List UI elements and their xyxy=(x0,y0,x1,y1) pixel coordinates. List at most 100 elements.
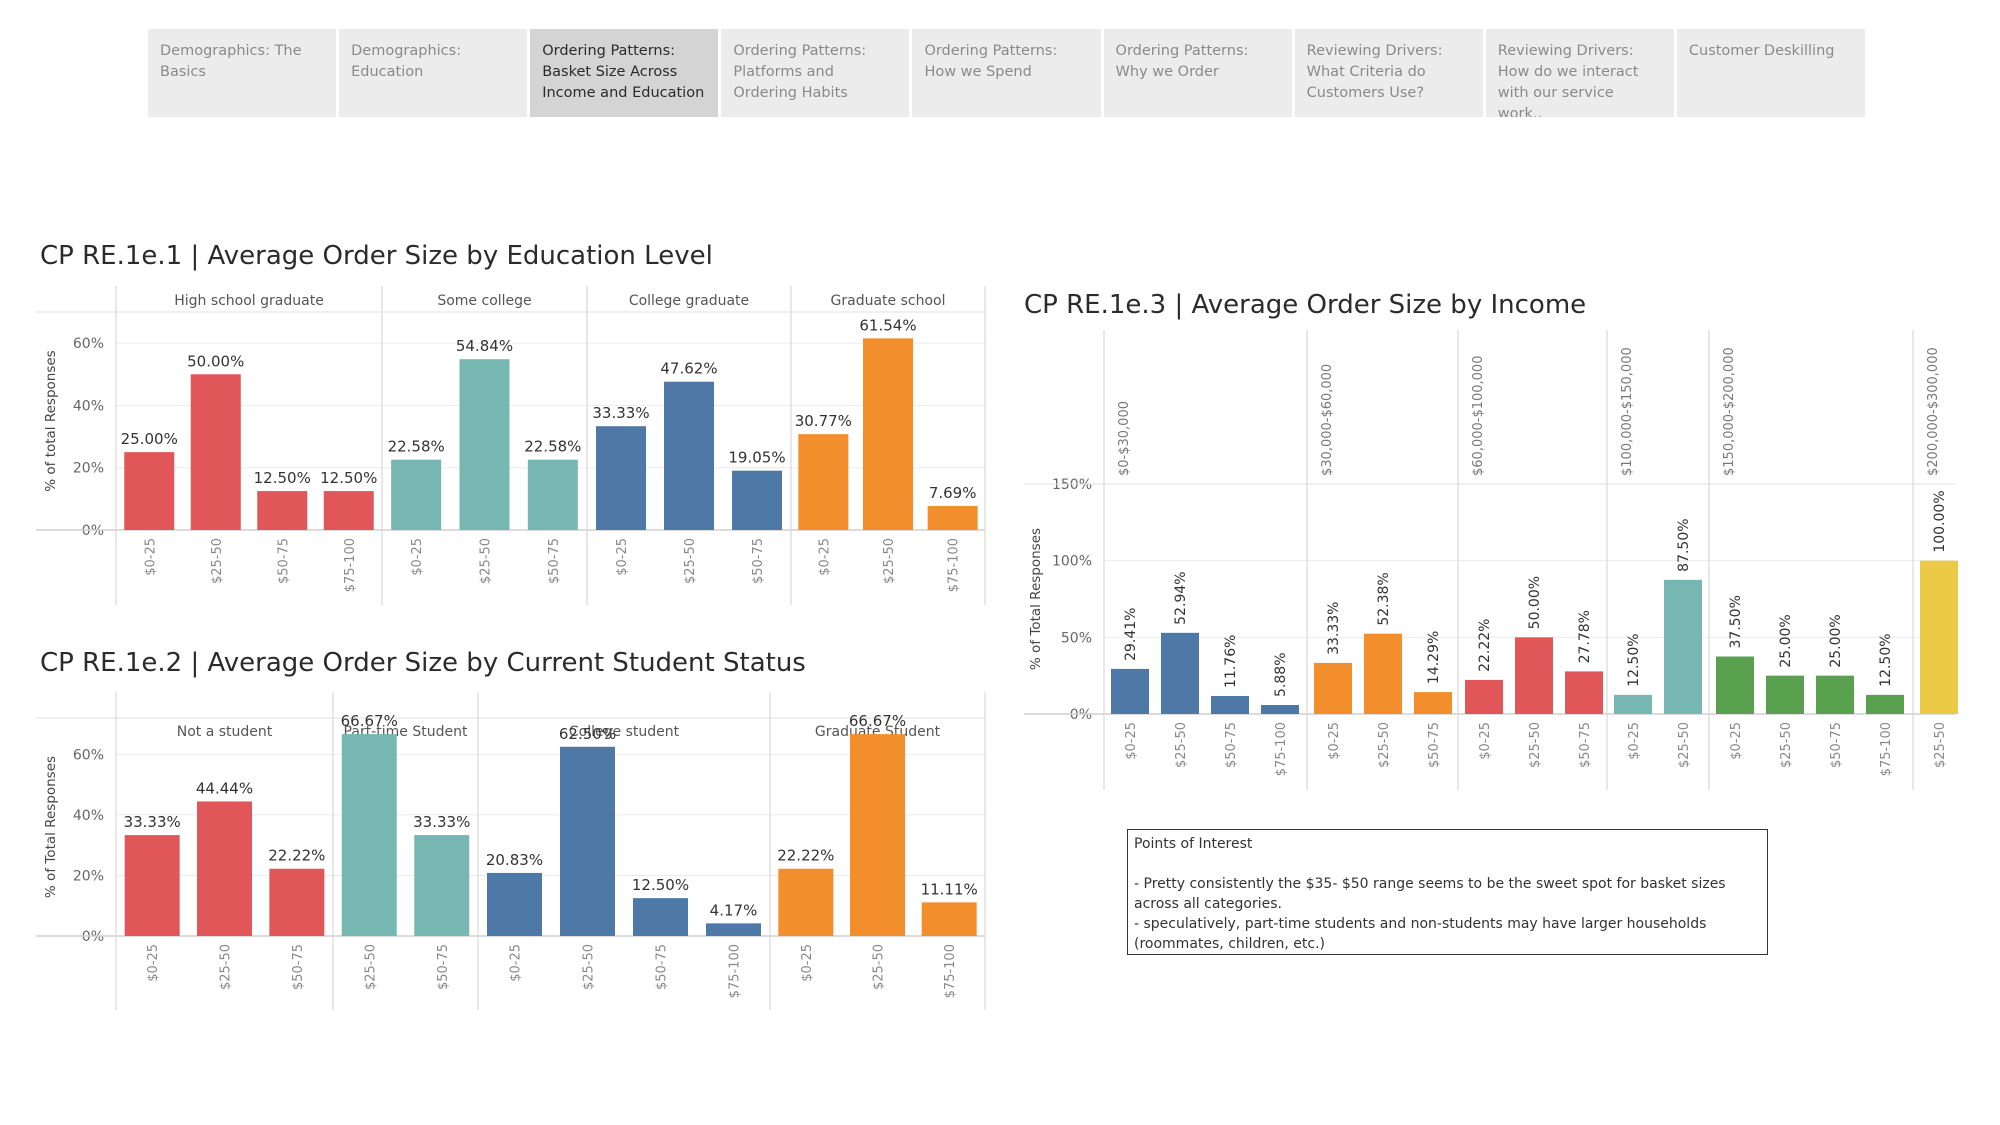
data-label: 37.50% xyxy=(1728,595,1744,648)
x-tick-label: $50-75 xyxy=(1427,722,1442,768)
data-label: 12.50% xyxy=(254,469,311,487)
tab-platforms-habits[interactable]: Ordering Patterns: Platforms and Orderin… xyxy=(721,29,910,117)
poi-heading: Points of Interest xyxy=(1134,836,1253,852)
group-header-college-student: College student xyxy=(569,724,680,740)
tab-basket-size[interactable]: Ordering Patterns: Basket Size Across In… xyxy=(530,29,719,117)
tab-demographics-education[interactable]: Demographics: Education xyxy=(339,29,528,117)
data-label: 22.58% xyxy=(388,438,445,456)
data-label: 30.77% xyxy=(795,412,852,430)
x-tick-label: $75-100 xyxy=(1274,722,1289,776)
y-axis-label: % of Total Responses xyxy=(1028,528,1044,670)
bar-some-college-0-25 xyxy=(391,459,442,530)
dashboard-tab-bar: Demographics: The Basics Demographics: E… xyxy=(148,29,1865,117)
x-tick-label: $50-75 xyxy=(655,944,670,990)
data-label: 12.50% xyxy=(632,876,689,894)
x-tick-label: $0-25 xyxy=(410,538,425,576)
bar-graduate-school-75-100 xyxy=(927,506,978,530)
bar-0-30-000-0-25 xyxy=(1111,668,1149,714)
group-header-some-college: Some college xyxy=(437,293,531,309)
bar-graduate-school-0-25 xyxy=(798,434,849,530)
group-header-graduate-school: Graduate school xyxy=(831,293,946,309)
x-tick-label: $0-25 xyxy=(509,944,524,982)
y-tick-label: 100% xyxy=(1052,554,1092,570)
data-label: 66.67% xyxy=(341,712,398,730)
x-tick-label: $0-25 xyxy=(800,944,815,982)
x-tick-label: $25-50 xyxy=(1174,722,1189,768)
data-label: 29.41% xyxy=(1123,608,1139,661)
data-label: 100.00% xyxy=(1932,490,1948,552)
data-label: 50.00% xyxy=(1527,576,1543,629)
tab-how-we-spend[interactable]: Ordering Patterns: How we Spend xyxy=(912,29,1101,117)
group-header-0-30-000: $0-$30,000 xyxy=(1117,401,1132,476)
y-tick-label: 50% xyxy=(1061,630,1092,646)
data-label: 22.22% xyxy=(777,847,834,865)
bar-60-000-100-000-50-75 xyxy=(1565,671,1603,714)
x-tick-label: $50-75 xyxy=(291,944,306,990)
tab-customer-deskilling[interactable]: Customer Deskilling xyxy=(1676,29,1865,117)
bar-30-000-60-000-50-75 xyxy=(1414,692,1452,714)
chart-title-education: CP RE.1e.1 | Average Order Size by Educa… xyxy=(40,241,713,271)
bar-some-college-50-75 xyxy=(527,459,578,530)
x-tick-label: $75-100 xyxy=(947,538,962,592)
group-header-college-graduate: College graduate xyxy=(629,293,749,309)
group-header-100-000-150-000: $100,000-$150,000 xyxy=(1620,347,1635,476)
data-label: 62.50% xyxy=(559,725,616,743)
bar-graduate-student-25-50 xyxy=(850,734,905,936)
data-label: 52.94% xyxy=(1173,571,1189,624)
x-tick-label: $50-75 xyxy=(1224,722,1239,768)
bar-0-30-000-25-50 xyxy=(1161,632,1199,714)
x-tick-label: $25-50 xyxy=(363,944,378,990)
y-tick-label: 0% xyxy=(82,523,104,539)
data-label: 5.88% xyxy=(1273,652,1289,696)
bar-0-30-000-75-100 xyxy=(1261,704,1299,714)
bar-0-30-000-50-75 xyxy=(1211,695,1249,714)
bar-college-student-25-50 xyxy=(560,746,615,936)
y-tick-label: 0% xyxy=(82,929,104,945)
data-label: 11.76% xyxy=(1223,635,1239,688)
x-tick-label: $50-75 xyxy=(751,538,766,584)
data-label: 12.50% xyxy=(1626,633,1642,686)
group-header-30-000-60-000: $30,000-$60,000 xyxy=(1320,364,1335,476)
x-tick-label: $0-25 xyxy=(1124,722,1139,760)
data-label: 12.50% xyxy=(1878,633,1894,686)
x-tick-label: $25-50 xyxy=(882,538,897,584)
bar-not-a-student-50-75 xyxy=(269,868,325,936)
x-tick-label: $0-25 xyxy=(615,538,630,576)
x-tick-label: $0-25 xyxy=(143,538,158,576)
group-header-not-a-student: Not a student xyxy=(177,724,273,740)
x-tick-label: $0-25 xyxy=(817,538,832,576)
x-tick-label: $25-50 xyxy=(210,538,225,584)
x-tick-label: $25-50 xyxy=(1528,722,1543,768)
x-tick-label: $25-50 xyxy=(1779,722,1794,768)
y-tick-label: 60% xyxy=(73,336,104,352)
data-label: 25.00% xyxy=(1828,614,1844,667)
group-header-graduate-student: Graduate Student xyxy=(815,724,941,740)
bar-100-000-150-000-25-50 xyxy=(1664,579,1702,714)
x-tick-label: $75-100 xyxy=(1879,722,1894,776)
bar-30-000-60-000-25-50 xyxy=(1364,633,1402,714)
x-tick-label: $25-50 xyxy=(1377,722,1392,768)
data-label: 20.83% xyxy=(486,851,543,869)
bar-200-000-300-000-25-50 xyxy=(1920,560,1958,714)
tab-demographics-basics[interactable]: Demographics: The Basics xyxy=(148,29,337,117)
data-label: 22.22% xyxy=(268,847,325,865)
tab-why-we-order[interactable]: Ordering Patterns: Why we Order xyxy=(1103,29,1292,117)
y-tick-label: 40% xyxy=(73,808,104,824)
tab-criteria[interactable]: Reviewing Drivers: What Criteria do Cust… xyxy=(1294,29,1483,117)
bar-not-a-student-25-50 xyxy=(197,801,252,936)
data-label: 22.58% xyxy=(524,438,581,456)
bar-college-student-50-75 xyxy=(633,898,688,936)
x-tick-label: $0-25 xyxy=(146,944,161,982)
x-tick-label: $0-25 xyxy=(1327,722,1342,760)
data-label: 7.69% xyxy=(929,484,977,502)
data-label: 22.22% xyxy=(1477,619,1493,672)
data-label: 33.33% xyxy=(413,813,470,831)
y-axis-label: % of total Responses xyxy=(43,350,59,491)
group-header-60-000-100-000: $60,000-$100,000 xyxy=(1471,356,1486,476)
tab-service-workers[interactable]: Reviewing Drivers: How do we interact wi… xyxy=(1485,29,1674,117)
bar-part-time-student-50-75 xyxy=(414,835,470,936)
data-label: 33.33% xyxy=(124,813,181,831)
x-tick-label: $50-75 xyxy=(547,538,562,584)
bar-some-college-25-50 xyxy=(459,359,510,530)
bar-high-school-graduate-75-100 xyxy=(323,491,374,530)
